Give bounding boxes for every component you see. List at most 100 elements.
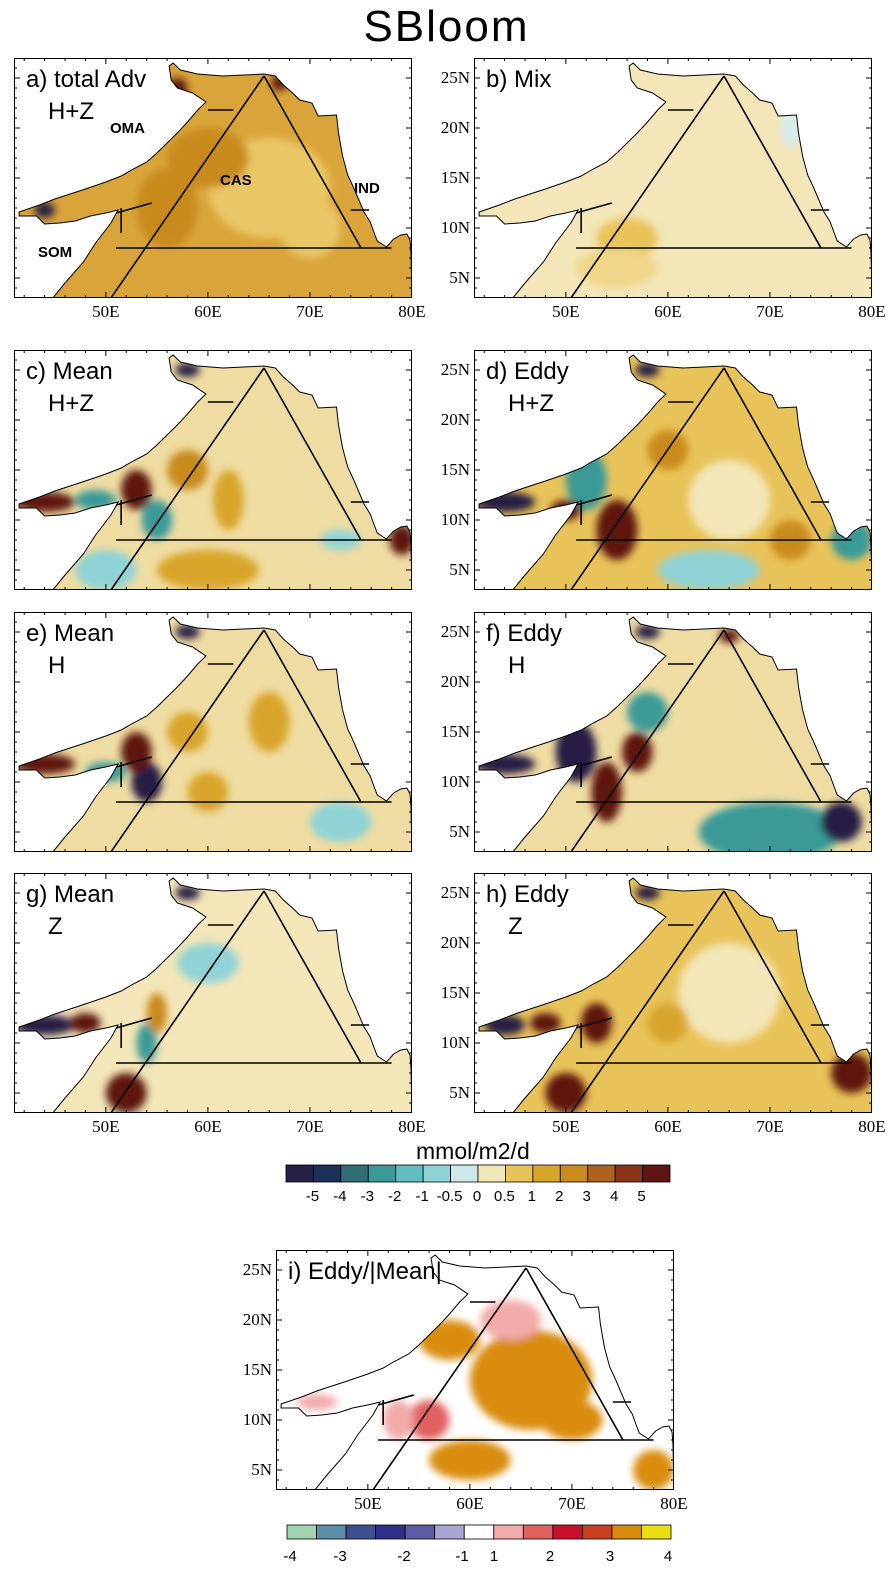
- field-anomaly: [545, 1073, 587, 1113]
- panel-sublabel: H: [48, 652, 66, 679]
- colorbar-tick-label: 2: [555, 1188, 564, 1205]
- region-box-line: [110, 367, 265, 590]
- colorbar2-swatch: [641, 1524, 672, 1540]
- colorbar-tick-label: 3: [582, 1188, 591, 1205]
- panel-sublabel: H+Z: [48, 390, 95, 417]
- region-box-line: [575, 202, 612, 214]
- coastline: [18, 877, 412, 1113]
- region-box-line: [575, 756, 612, 768]
- coastline: [478, 62, 872, 298]
- field-anomaly: [541, 1400, 603, 1440]
- colorbar-swatch: [559, 1164, 589, 1183]
- lat-tick-label: 5N: [449, 268, 470, 287]
- field-anomaly: [121, 732, 152, 772]
- panel-sublabel: Z: [48, 913, 63, 940]
- field-anomaly: [105, 1073, 147, 1113]
- region-box-line: [372, 1267, 527, 1490]
- field-anomaly: [627, 692, 668, 732]
- lon-tick-label: 80E: [858, 302, 886, 321]
- lat-tick-label: 15N: [440, 460, 470, 479]
- colorbar-tick-label: -0.5: [436, 1188, 463, 1205]
- lon-tick-label: 60E: [194, 1117, 222, 1136]
- region-box-line: [115, 756, 152, 768]
- colorbar2-swatch: [611, 1524, 642, 1540]
- colorbar2-swatch: [522, 1524, 554, 1540]
- coastline: [18, 354, 412, 590]
- lat-tick-label: 10N: [440, 218, 470, 237]
- panel-sublabel: H+Z: [508, 390, 555, 417]
- coastline: [18, 616, 412, 852]
- ocean-field: [19, 617, 412, 852]
- field-anomaly: [213, 470, 244, 530]
- field-anomaly: [418, 1320, 481, 1360]
- panel-label: h) Eddy: [486, 881, 569, 908]
- colorbar2-swatch: [434, 1524, 465, 1540]
- lon-tick-label: 80E: [858, 1117, 886, 1136]
- map-plot: [276, 1250, 674, 1490]
- region-box-line: [723, 75, 822, 249]
- field-anomaly: [480, 1300, 542, 1340]
- colorbar-swatch: [505, 1164, 534, 1183]
- region-label-ind: IND: [354, 180, 380, 197]
- map-panel-i: i) Eddy/|Mean| 25N 20N 15N 10N 5N 50E 60E 70E 80E: [243, 1250, 688, 1513]
- panel-sublabel: H: [508, 652, 526, 679]
- map-plot: [474, 350, 872, 590]
- map-panel-a: a) total Adv H+Z OMA CAS IND SOM 50E 60E 70E 80E: [14, 58, 426, 321]
- lat-tick-label: 25N: [242, 1260, 272, 1279]
- field-anomaly: [279, 198, 341, 258]
- colorbar-swatch: [313, 1164, 342, 1183]
- field-anomaly: [780, 108, 801, 148]
- lat-tick-label: 5N: [449, 1083, 470, 1102]
- panel-label: b) Mix: [486, 66, 552, 93]
- panel-label: e) Mean: [26, 620, 115, 647]
- field-anomaly: [271, 75, 288, 91]
- field-anomaly: [635, 625, 660, 639]
- field-anomaly: [175, 625, 200, 639]
- colorbar-swatch: [477, 1164, 506, 1183]
- field-anomaly: [550, 500, 582, 520]
- panel-sublabel: H+Z: [48, 98, 95, 125]
- field-anomaly: [383, 1400, 414, 1440]
- region-box-line: [575, 1017, 612, 1029]
- lat-tick-label: 5N: [251, 1460, 272, 1479]
- colorbar-swatch: [395, 1164, 424, 1183]
- field-anomaly: [718, 629, 740, 643]
- colorbar2-tick-label: -1: [455, 1548, 469, 1565]
- colorbar-swatch: [587, 1164, 616, 1183]
- lat-tick-label: 10N: [440, 1033, 470, 1052]
- colorbar-swatch: [285, 1164, 314, 1183]
- field-anomaly: [121, 470, 152, 510]
- field-anomaly: [820, 802, 862, 842]
- map-panel-h: h) Eddy Z 25N 20N 15N 10N 5N 50E 60E 70E 80E: [441, 873, 886, 1136]
- region-box-line: [570, 629, 725, 852]
- region-box-line: [570, 367, 725, 590]
- region-box-line: [110, 890, 265, 1113]
- colorbar-tick-label: 0: [472, 1188, 482, 1205]
- field-anomaly: [175, 363, 200, 377]
- field-anomaly: [635, 886, 660, 900]
- field-anomaly: [389, 525, 412, 555]
- field-anomaly: [34, 202, 55, 218]
- region-box-line: [575, 494, 612, 506]
- lon-tick-label: 50E: [92, 302, 120, 321]
- map-panel-e: e) Mean H: [14, 612, 412, 852]
- lat-tick-label: 10N: [242, 1410, 272, 1429]
- lon-tick-label: 70E: [558, 1494, 586, 1513]
- colorbar-swatch: [450, 1164, 479, 1183]
- map-plot: [474, 873, 872, 1113]
- colorbar-swatch: [532, 1164, 561, 1183]
- lat-tick-label: 25N: [440, 68, 470, 87]
- region-box-line: [723, 367, 822, 541]
- map-panel-b: b) Mix 25N 20N 15N 10N 5N 50E 60E 70E 80E: [441, 58, 886, 321]
- panel-label: a) total Adv: [26, 66, 147, 93]
- lat-tick-label: 25N: [440, 883, 470, 902]
- colorbar-swatch: [614, 1164, 643, 1183]
- ocean-field: [479, 617, 872, 852]
- map-plot: [14, 58, 412, 298]
- coastline: [18, 62, 412, 298]
- region-box-line: [115, 1017, 152, 1029]
- field-anomaly: [167, 450, 208, 490]
- colorbar2-swatch: [493, 1524, 524, 1540]
- colorbar2-tick-label: 2: [545, 1548, 555, 1565]
- lat-tick-label: 15N: [440, 168, 470, 187]
